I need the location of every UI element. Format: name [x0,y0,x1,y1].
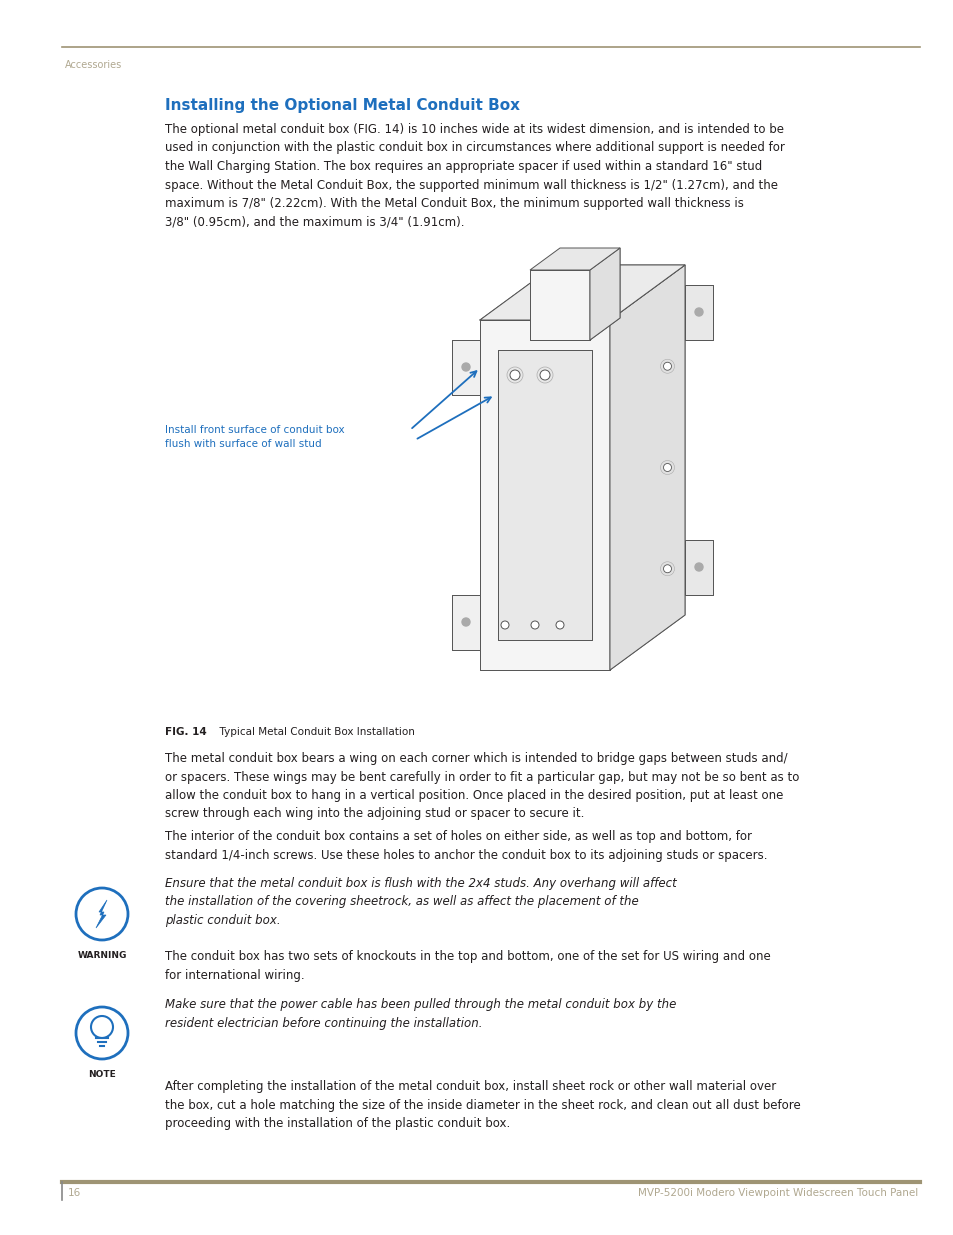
Text: Accessories: Accessories [65,61,122,70]
Text: The optional metal conduit box (FIG. 14) is 10 inches wide at its widest dimensi: The optional metal conduit box (FIG. 14)… [165,124,784,228]
Polygon shape [479,320,609,671]
Text: Make sure that the power cable has been pulled through the metal conduit box by : Make sure that the power cable has been … [165,998,676,1030]
Text: Install front surface of conduit box
flush with surface of wall stud: Install front surface of conduit box flu… [165,425,344,450]
Text: Typical Metal Conduit Box Installation: Typical Metal Conduit Box Installation [213,727,415,737]
Circle shape [510,370,519,380]
Text: Installing the Optional Metal Conduit Box: Installing the Optional Metal Conduit Bo… [165,98,519,112]
Circle shape [531,621,538,629]
Polygon shape [589,248,619,340]
Polygon shape [452,340,479,395]
Text: The interior of the conduit box contains a set of holes on either side, as well : The interior of the conduit box contains… [165,830,767,862]
Text: MVP-5200i Modero Viewpoint Widescreen Touch Panel: MVP-5200i Modero Viewpoint Widescreen To… [638,1188,917,1198]
Circle shape [695,308,702,316]
Polygon shape [530,270,589,340]
Text: WARNING: WARNING [77,951,127,960]
Circle shape [461,363,470,370]
Circle shape [461,618,470,626]
Circle shape [695,563,702,571]
Circle shape [556,621,563,629]
Text: The conduit box has two sets of knockouts in the top and bottom, one of the set : The conduit box has two sets of knockout… [165,950,770,982]
Text: Ensure that the metal conduit box is flush with the 2x4 studs. Any overhang will: Ensure that the metal conduit box is flu… [165,877,676,927]
Circle shape [76,1007,128,1058]
Polygon shape [96,900,107,927]
Text: 16: 16 [68,1188,81,1198]
Polygon shape [609,266,684,671]
Polygon shape [479,266,684,320]
Text: NOTE: NOTE [88,1070,115,1079]
Circle shape [662,463,671,472]
Polygon shape [684,540,712,595]
Polygon shape [530,248,619,270]
Polygon shape [452,595,479,650]
Polygon shape [497,350,592,640]
Text: FIG. 14: FIG. 14 [165,727,207,737]
Circle shape [76,888,128,940]
Text: The metal conduit box bears a wing on each corner which is intended to bridge ga: The metal conduit box bears a wing on ea… [165,752,799,820]
Polygon shape [684,285,712,340]
Circle shape [662,362,671,370]
Text: After completing the installation of the metal conduit box, install sheet rock o: After completing the installation of the… [165,1079,800,1130]
Circle shape [500,621,509,629]
Circle shape [662,564,671,573]
Circle shape [539,370,550,380]
